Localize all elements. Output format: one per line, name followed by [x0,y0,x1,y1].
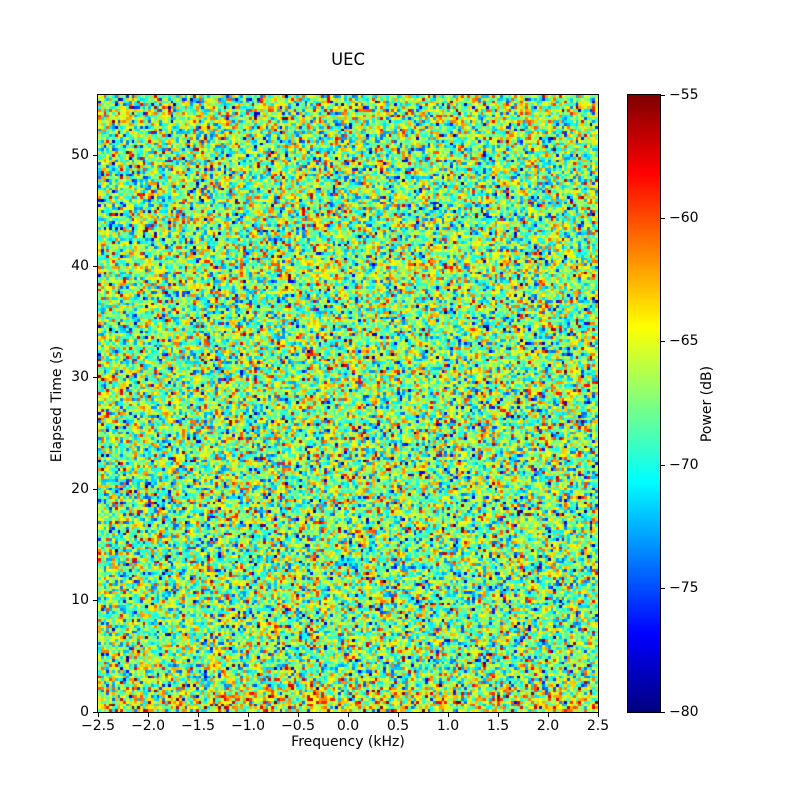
x-tick-label: 0.0 [336,718,360,734]
colorbar [627,94,661,713]
y-tick-mark [93,154,97,156]
x-tick-label: 1.0 [436,718,460,734]
colorbar-tick-mark [661,341,665,343]
x-axis-label: Frequency (kHz) [291,734,405,750]
x-tick-mark [147,713,149,717]
x-tick-label: −2.5 [81,718,115,734]
y-tick-label: 0 [80,703,89,720]
spectrogram-heatmap [97,94,599,713]
y-tick-label: 20 [71,480,89,497]
y-axis-label: Elapsed Time (s) [49,345,65,463]
y-tick-label: 40 [71,258,89,274]
x-tick-label: −1.5 [181,718,215,734]
x-tick-label: −1.0 [231,718,265,734]
x-tick-label: 2.0 [536,718,560,734]
x-tick-label: −2.0 [131,718,165,734]
y-tick-mark [93,600,97,602]
colorbar-tick-mark [661,217,665,219]
x-tick-mark [597,713,599,717]
y-tick-mark [93,377,97,379]
colorbar-tick-label: −80 [669,703,699,720]
x-tick-mark [247,713,249,717]
x-tick-mark [297,713,299,717]
x-tick-label: −0.5 [281,718,315,734]
y-tick-label: 50 [71,146,89,163]
x-tick-mark [447,713,449,717]
colorbar-tick-label: −55 [669,86,699,103]
x-tick-label: 0.5 [386,718,410,734]
chart-title: UEC [331,49,365,69]
colorbar-tick-label: −75 [669,580,699,597]
colorbar-tick-label: −60 [669,209,699,226]
x-tick-mark [197,713,199,717]
y-tick-mark [93,711,97,713]
y-tick-label: 30 [71,369,89,386]
colorbar-tick-mark [661,464,665,466]
y-tick-mark [93,266,97,267]
x-tick-mark [97,713,99,717]
x-tick-label: 1.5 [486,718,510,734]
colorbar-label: Power (dB) [699,365,715,443]
y-tick-mark [93,488,97,490]
x-tick-mark [397,713,399,717]
colorbar-tick-mark [661,711,665,713]
x-tick-mark [347,713,349,717]
colorbar-tick-mark [661,588,665,590]
colorbar-tick-mark [661,94,665,96]
x-tick-mark [497,713,499,717]
x-tick-label: 2.5 [586,718,610,734]
y-tick-label: 10 [71,592,89,609]
colorbar-tick-label: −70 [669,456,699,473]
x-tick-mark [547,713,549,717]
colorbar-tick-label: −65 [669,333,699,350]
